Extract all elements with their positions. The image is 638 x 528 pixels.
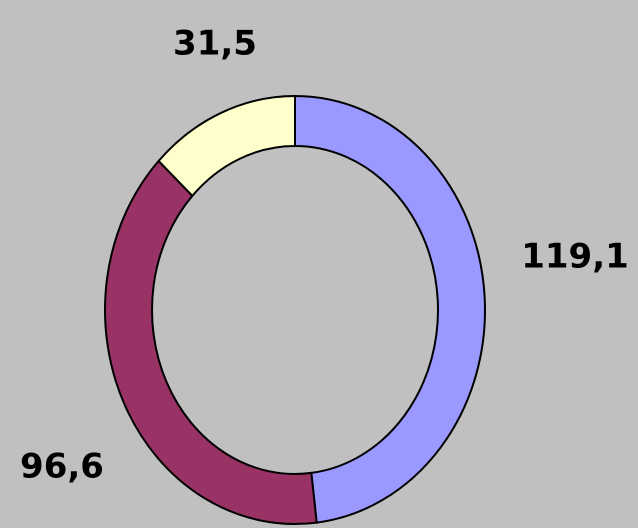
donut-segment: [294, 94, 487, 524]
data-label: 31,5: [173, 24, 257, 64]
data-label: 96,6: [20, 447, 104, 487]
donut-segment: [104, 159, 318, 525]
data-label: 119,1: [521, 237, 629, 277]
donut-segment: [157, 94, 296, 198]
